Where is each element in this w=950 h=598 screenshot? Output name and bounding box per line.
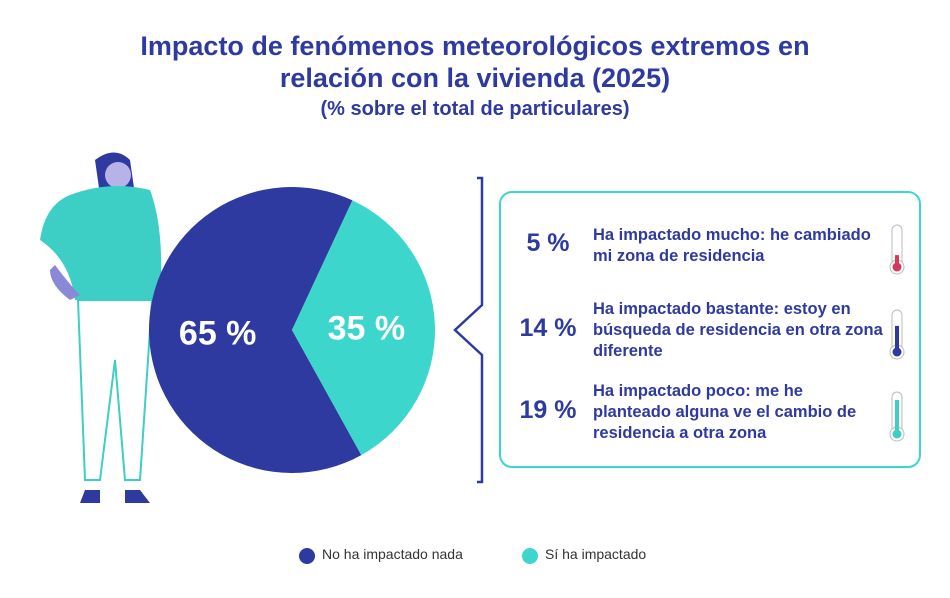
thermometer-level xyxy=(895,400,899,430)
pie-slice xyxy=(149,186,362,473)
value-label: 35 % xyxy=(328,309,406,347)
pie-slice xyxy=(292,200,435,456)
bracket xyxy=(453,176,484,484)
breakdown-label: Ha impactado mucho: he cambiado mi zona … xyxy=(593,226,871,265)
legend-label: Sí ha impactado xyxy=(545,546,647,562)
thermometer-fill xyxy=(892,347,902,357)
breakdown-label: Ha impactado poco: me he planteado algun… xyxy=(593,382,857,442)
thermometer-level xyxy=(895,325,899,348)
thermometer-fill xyxy=(892,429,902,439)
thermometer-level xyxy=(895,255,899,263)
legend-swatch xyxy=(522,548,538,564)
breakdown-label: Ha impactado bastante: estoy en búsqueda… xyxy=(593,300,883,360)
breakdown-value: 5 % xyxy=(526,229,570,257)
breakdown-box xyxy=(499,191,921,468)
value-label: 65 % xyxy=(179,315,257,353)
thermometer-fill xyxy=(892,262,902,272)
person-illustration xyxy=(40,152,162,503)
chart-subtitle: (% sobre el total de particulares) xyxy=(320,98,630,120)
legend-label: No ha impactado nada xyxy=(322,546,463,562)
breakdown-value: 19 % xyxy=(519,396,577,424)
legend-swatch xyxy=(299,548,315,564)
chart-title: Impacto de fenómenos meteorológicos extr… xyxy=(140,31,810,93)
breakdown-value: 14 % xyxy=(519,314,577,342)
